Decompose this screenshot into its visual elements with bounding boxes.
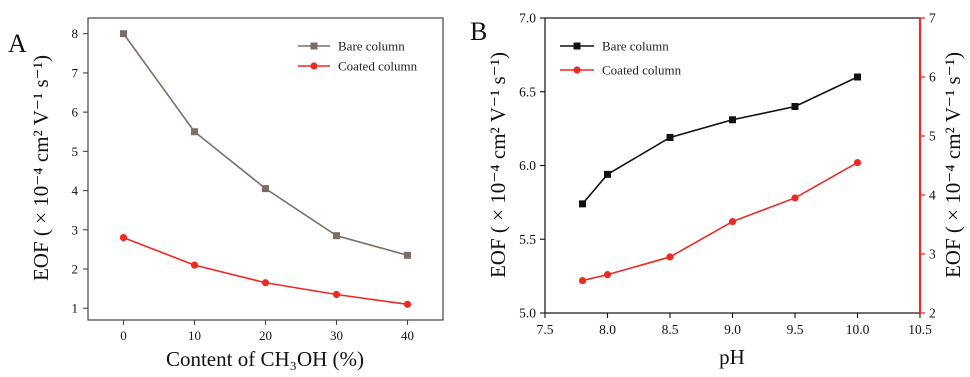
panel-a-x-ticks: 0 10 20 30 40 xyxy=(120,320,414,343)
x-tick-label: 30 xyxy=(330,328,343,343)
x-tick-label: 8.0 xyxy=(599,322,616,337)
y-tick-label: 4 xyxy=(72,183,79,198)
y-tick-label: 5 xyxy=(72,144,79,159)
panel-b-right-y-ticks: 2 3 4 5 6 7 xyxy=(920,11,936,321)
panel-a-x-axis-label: Content of CH₃OH (%) xyxy=(166,347,364,371)
x-tick-label: 10.0 xyxy=(846,322,870,337)
data-point xyxy=(261,279,270,287)
data-point xyxy=(578,276,587,285)
data-point xyxy=(119,234,128,242)
series-line-2 xyxy=(582,161,858,282)
panel-b-x-axis-label: pH xyxy=(719,345,745,369)
data-point xyxy=(604,170,611,178)
panel-b-x-ticks: 7.5 8.0 8.5 9.0 9.5 10.0 10.5 xyxy=(537,313,932,337)
y-tick-label: 7.0 xyxy=(519,11,536,26)
legend-marker xyxy=(573,42,581,50)
data-point xyxy=(191,128,198,136)
x-tick-label: 9.5 xyxy=(787,322,804,337)
data-point xyxy=(579,200,586,208)
panel-b-legend: Bare column Coated column xyxy=(560,39,682,78)
panel-a-label: A xyxy=(8,29,27,58)
legend-marker xyxy=(310,62,318,70)
right-y-tick-label: 3 xyxy=(929,247,936,262)
panel-a-y-axis-label: EOF ( × 10⁻⁴ cm² V⁻¹ s⁻¹) xyxy=(29,55,53,281)
panel-a-series xyxy=(119,30,412,308)
legend-label: Bare column xyxy=(338,39,405,54)
data-point xyxy=(190,261,199,269)
panel-b-series xyxy=(578,73,862,285)
data-point xyxy=(262,185,269,193)
y-tick-label: 6 xyxy=(72,105,79,120)
panel-b-chart: B 7.5 8.0 8.5 9.0 9.5 10.0 10.5 5.0 5.5 6.0 6.5 7.… xyxy=(470,11,965,370)
legend-label: Coated column xyxy=(602,63,682,78)
data-point xyxy=(666,133,674,141)
panel-b-left-y-axis-label: EOF ( × 10⁻⁴ cm² V⁻¹ s⁻¹) xyxy=(486,52,510,278)
panel-a-chart: A 0 10 20 30 40 1 2 3 4 5 6 7 8 Bare column Coated c… xyxy=(8,17,444,371)
y-tick-label: 2 xyxy=(72,262,79,277)
data-point xyxy=(791,103,799,110)
x-tick-label: 10 xyxy=(188,328,201,343)
data-point xyxy=(403,300,412,308)
y-tick-label: 5.0 xyxy=(519,306,536,321)
legend-marker xyxy=(573,66,581,74)
panel-a-y-ticks: 1 2 3 4 5 6 7 8 xyxy=(72,26,88,316)
data-point xyxy=(854,73,861,81)
y-tick-label: 5.5 xyxy=(519,232,536,247)
right-y-tick-label: 2 xyxy=(929,306,936,321)
panel-b-label: B xyxy=(470,17,487,46)
panel-b-right-y-axis-label: EOF ( × 10⁻⁴ cm² V⁻¹ s⁻¹) xyxy=(941,52,965,278)
right-y-tick-label: 7 xyxy=(929,11,936,26)
data-point xyxy=(332,290,341,299)
data-point xyxy=(853,158,862,167)
right-y-tick-label: 4 xyxy=(929,188,936,203)
x-tick-label: 10.5 xyxy=(908,322,932,337)
series-line-2 xyxy=(123,236,408,306)
right-y-tick-label: 5 xyxy=(929,129,936,144)
panel-a-legend: Bare column Coated column xyxy=(298,39,418,74)
y-tick-label: 6.5 xyxy=(519,84,536,99)
y-tick-label: 8 xyxy=(72,26,79,41)
legend-marker xyxy=(310,42,318,50)
data-point xyxy=(333,232,340,240)
x-tick-label: 7.5 xyxy=(537,322,554,337)
y-tick-label: 3 xyxy=(72,222,79,237)
data-point xyxy=(120,30,127,38)
x-tick-label: 8.5 xyxy=(662,322,679,337)
x-tick-label: 20 xyxy=(259,328,272,343)
legend-label: Coated column xyxy=(338,59,418,74)
legend-label: Bare column xyxy=(602,39,669,54)
panel-b-left-y-ticks: 5.0 5.5 6.0 6.5 7.0 xyxy=(519,11,545,321)
x-tick-label: 0 xyxy=(120,328,127,343)
data-point xyxy=(603,271,612,279)
y-tick-label: 6.0 xyxy=(519,158,536,173)
y-tick-label: 1 xyxy=(72,301,79,316)
y-tick-label: 7 xyxy=(72,65,79,80)
data-point xyxy=(791,194,799,202)
data-point xyxy=(404,251,411,259)
x-tick-label: 40 xyxy=(401,328,414,343)
data-point xyxy=(729,116,736,124)
data-point xyxy=(728,217,737,226)
data-point xyxy=(666,253,674,261)
right-y-tick-label: 6 xyxy=(929,70,936,85)
series-line-1 xyxy=(581,76,858,205)
x-tick-label: 9.0 xyxy=(724,322,741,337)
